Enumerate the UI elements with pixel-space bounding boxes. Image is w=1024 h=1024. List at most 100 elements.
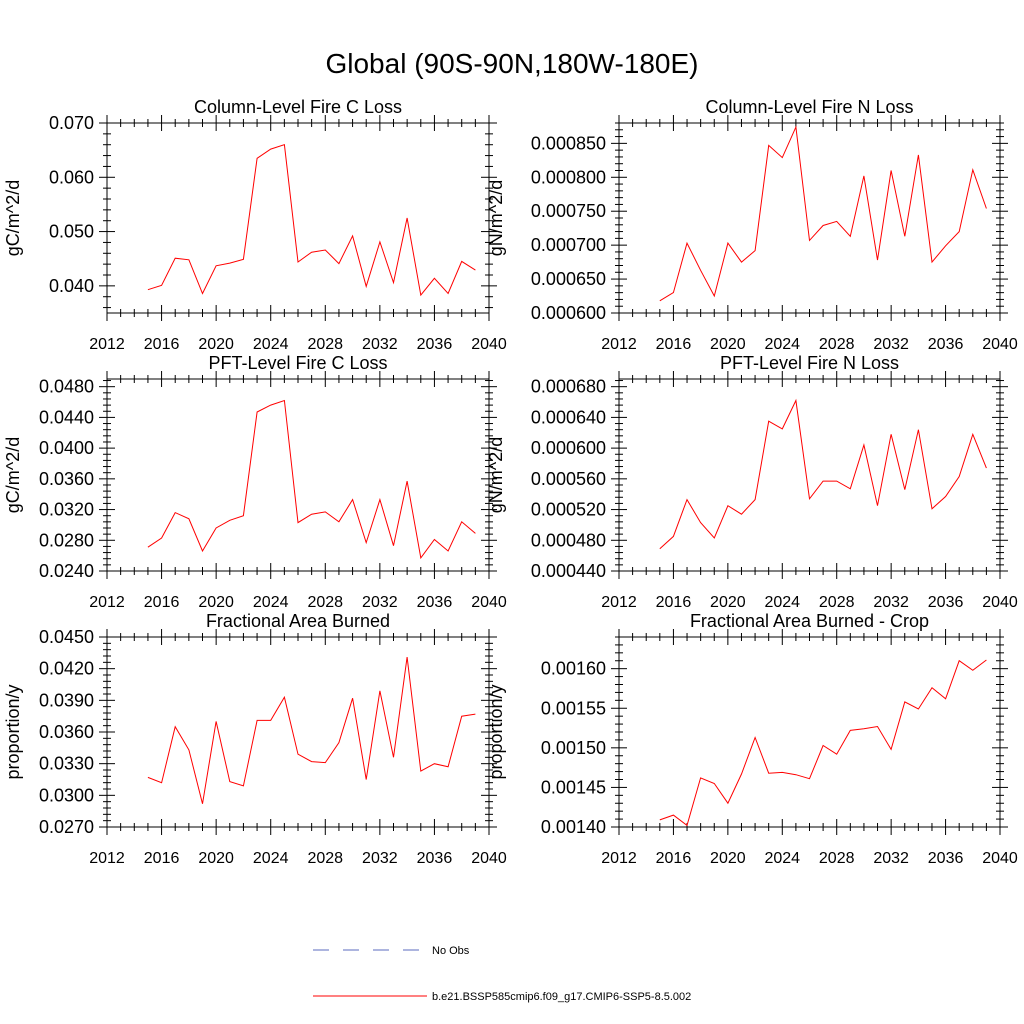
y-tick-label: 0.0240	[39, 561, 94, 581]
y-tick-label: 0.000640	[531, 407, 606, 427]
y-tick-label: 0.0400	[39, 438, 94, 458]
y-tick-label: 0.000560	[531, 469, 606, 489]
x-tick-label: 2036	[417, 850, 453, 867]
x-tick-label: 2016	[656, 594, 692, 611]
x-tick-label: 2016	[656, 336, 692, 353]
x-tick-label: 2016	[144, 850, 180, 867]
x-tick-label: 2020	[710, 594, 746, 611]
y-tick-label: 0.0360	[39, 469, 94, 489]
y-axis-label: proportion/y	[486, 684, 506, 779]
x-tick-label: 2040	[982, 594, 1018, 611]
y-tick-label: 0.0300	[39, 785, 94, 805]
chart-panel-4: PFT-Level Fire N Loss gN/m^2/d 2012 2016 202…	[486, 353, 1018, 611]
y-tick-label: 0.00160	[541, 659, 606, 679]
panel-title: PFT-Level Fire N Loss	[720, 353, 899, 373]
legend-obs-label: No Obs	[432, 945, 470, 957]
panel-title: Fractional Area Burned	[206, 611, 390, 631]
chart-panel-3: PFT-Level Fire C Loss gC/m^2/d 2012 2016 202…	[3, 353, 507, 611]
x-tick-label: 2028	[307, 336, 343, 353]
y-tick-label: 0.0270	[39, 817, 94, 837]
x-tick-label: 2032	[362, 594, 398, 611]
chart-panel-1: Column-Level Fire C Loss gC/m^2/d 2012 2016…	[3, 97, 507, 353]
y-tick-label: 0.000600	[531, 438, 606, 458]
y-tick-label: 0.0330	[39, 754, 94, 774]
y-tick-label: 0.00140	[541, 817, 606, 837]
x-tick-label: 2024	[253, 594, 289, 611]
y-tick-label: 0.040	[49, 276, 94, 296]
x-tick-label: 2040	[982, 850, 1018, 867]
series-line	[659, 398, 987, 550]
plot-frame	[106, 122, 490, 314]
y-tick-label: 0.00155	[541, 698, 606, 718]
x-tick-label: 2016	[656, 850, 692, 867]
y-tick-label: 0.000680	[531, 377, 606, 397]
x-tick-label: 2020	[710, 850, 746, 867]
plot-frame	[618, 122, 1001, 314]
y-tick-label: 0.070	[49, 113, 94, 133]
chart-panel-6: Fractional Area Burned - Crop proportion/…	[486, 611, 1018, 867]
legend: No Obs b.e21.BSSP585cmip6.f09_g17.CMIP6-…	[313, 945, 691, 1003]
y-tick-label: 0.050	[49, 222, 94, 242]
y-tick-label: 0.000750	[531, 201, 606, 221]
y-axis-label: gC/m^2/d	[3, 437, 23, 513]
y-tick-label: 0.000850	[531, 133, 606, 153]
y-tick-label: 0.0440	[39, 407, 94, 427]
plot-frame	[618, 378, 1001, 572]
plot-frame	[106, 636, 490, 828]
y-tick-label: 0.000520	[531, 500, 606, 520]
x-tick-label: 2028	[307, 594, 343, 611]
x-tick-label: 2024	[764, 850, 800, 867]
y-axis-label: gN/m^2/d	[486, 180, 506, 256]
x-tick-label: 2024	[253, 850, 289, 867]
x-tick-label: 2036	[417, 336, 453, 353]
x-tick-label: 2012	[601, 850, 637, 867]
y-tick-label: 0.0450	[39, 627, 94, 647]
series-line	[147, 657, 476, 804]
panel-title: PFT-Level Fire C Loss	[208, 353, 387, 373]
x-tick-label: 2032	[362, 850, 398, 867]
x-tick-label: 2036	[928, 336, 964, 353]
x-tick-label: 2024	[253, 336, 289, 353]
x-tick-label: 2032	[362, 336, 398, 353]
x-tick-label: 2020	[710, 336, 746, 353]
panel-title: Fractional Area Burned - Crop	[690, 611, 929, 631]
y-tick-label: 0.060	[49, 167, 94, 187]
x-tick-label: 2020	[198, 850, 234, 867]
x-tick-label: 2024	[764, 336, 800, 353]
series-line	[659, 659, 987, 827]
y-tick-label: 0.0480	[39, 377, 94, 397]
x-tick-label: 2020	[198, 336, 234, 353]
x-tick-label: 2028	[819, 850, 855, 867]
y-tick-label: 0.00150	[541, 738, 606, 758]
x-tick-label: 2032	[873, 336, 909, 353]
y-tick-label: 0.0420	[39, 659, 94, 679]
x-tick-label: 2012	[89, 336, 125, 353]
y-tick-label: 0.0320	[39, 500, 94, 520]
x-tick-label: 2036	[928, 850, 964, 867]
x-tick-label: 2036	[928, 594, 964, 611]
x-tick-label: 2012	[89, 850, 125, 867]
chart-panel-2: Column-Level Fire N Loss gN/m^2/d 2012 2016…	[486, 97, 1018, 353]
y-tick-label: 0.000600	[531, 303, 606, 323]
x-tick-label: 2040	[471, 594, 507, 611]
plot-frame	[618, 636, 1001, 828]
figure-title: Global (90S-90N,180W-180E)	[325, 48, 699, 79]
y-tick-label: 0.00145	[541, 777, 606, 797]
y-axis-label: proportion/y	[3, 684, 23, 779]
panels-group: Column-Level Fire C Loss gC/m^2/d 2012 2016…	[3, 97, 1018, 867]
y-tick-label: 0.000650	[531, 269, 606, 289]
y-tick-label: 0.0390	[39, 690, 94, 710]
x-tick-label: 2012	[601, 594, 637, 611]
x-tick-label: 2028	[307, 850, 343, 867]
x-tick-label: 2040	[471, 850, 507, 867]
y-tick-label: 0.000480	[531, 530, 606, 550]
legend-model-label: b.e21.BSSP585cmip6.f09_g17.CMIP6-SSP5-8.…	[432, 991, 691, 1003]
chart-panel-5: Fractional Area Burned proportion/y 2012 20…	[3, 611, 507, 867]
x-tick-label: 2024	[764, 594, 800, 611]
y-tick-label: 0.0360	[39, 722, 94, 742]
y-axis-label: gC/m^2/d	[3, 180, 23, 256]
x-tick-label: 2028	[819, 594, 855, 611]
y-tick-label: 0.000700	[531, 235, 606, 255]
panel-title: Column-Level Fire C Loss	[194, 97, 402, 117]
